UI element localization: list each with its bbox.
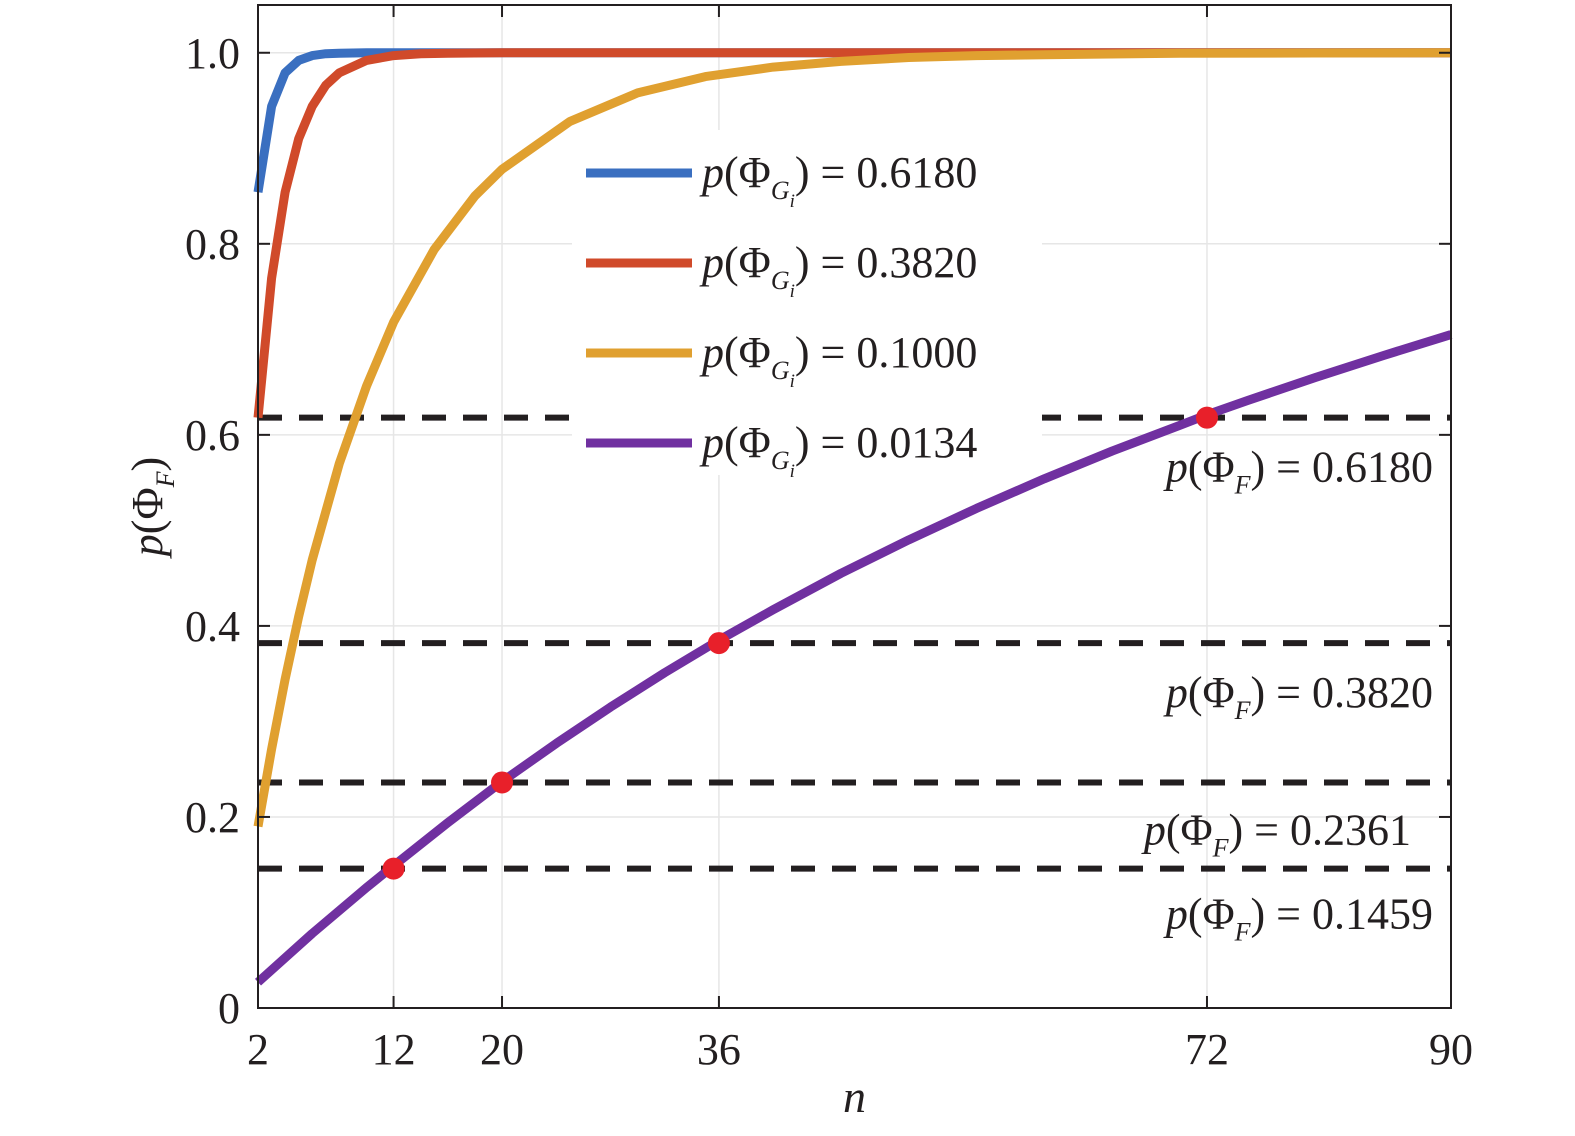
series-lines: [253, 48, 1453, 986]
reference-line-label-p: p: [1163, 668, 1188, 717]
legend-label: p(ΦGi) = 0.6180: [699, 148, 977, 212]
x-tick-label: 12: [372, 1025, 416, 1074]
reference-line-label: p(ΦF) = 0.3820: [1163, 668, 1433, 725]
highlight-point: [707, 632, 730, 655]
y-tick-label: 0.2: [185, 793, 240, 842]
highlight-point: [382, 857, 405, 880]
series-line: [253, 48, 1452, 828]
reference-line-label-p: p: [1163, 890, 1188, 939]
reference-line-label-p: p: [1163, 443, 1188, 492]
highlight-points: [382, 406, 1218, 880]
x-tick-label: 36: [697, 1025, 741, 1074]
highlight-point: [1195, 406, 1218, 429]
y-tick-label: 0.4: [185, 602, 240, 651]
legend-label-p: p: [699, 328, 724, 377]
x-tick-label: 20: [480, 1025, 524, 1074]
series-line: [253, 48, 1451, 419]
legend-label-p: p: [699, 148, 724, 197]
y-axis-label: p(ΦF): [123, 457, 180, 559]
y-tick-label: 1.0: [185, 29, 240, 78]
legend-box: [572, 130, 1042, 475]
reference-line-label-p: p: [1141, 805, 1166, 854]
series-line: [254, 330, 1453, 986]
reference-line-label: p(ΦF) = 0.6180: [1163, 443, 1433, 500]
axis-ticks: 2 12 20 36 72 90 0 0.2 0.4 0.6 0.8 1.0: [185, 5, 1473, 1074]
y-tick-label: 0: [218, 984, 240, 1033]
x-axis-label: n: [843, 1071, 866, 1122]
plot-area-frame: [257, 4, 1452, 1009]
x-tick-label: 72: [1185, 1025, 1229, 1074]
reference-line-labels: p(ΦF) = 0.6180 p(ΦF) = 0.3820 p(ΦF) = 0.23…: [1141, 443, 1433, 947]
legend-label: p(ΦGi) = 0.3820: [699, 238, 977, 302]
x-tick-label: 90: [1429, 1025, 1473, 1074]
highlight-point: [491, 771, 514, 794]
reference-line-label: p(ΦF) = 0.2361: [1141, 805, 1411, 862]
y-axis-label-p: p: [123, 534, 172, 559]
legend: p(ΦGi) = 0.6180 p(ΦGi) = 0.3820 p(ΦGi) = 0…: [572, 130, 1042, 482]
legend-label-p: p: [699, 238, 724, 287]
x-tick-label: 2: [247, 1025, 269, 1074]
legend-label: p(ΦGi) = 0.1000: [699, 328, 977, 392]
reference-line-label: p(ΦF) = 0.1459: [1163, 890, 1433, 947]
legend-label: p(ΦGi) = 0.0134: [699, 418, 977, 482]
y-tick-label: 0.8: [185, 220, 240, 269]
legend-label-p: p: [699, 418, 724, 467]
y-tick-label: 0.6: [185, 411, 240, 460]
